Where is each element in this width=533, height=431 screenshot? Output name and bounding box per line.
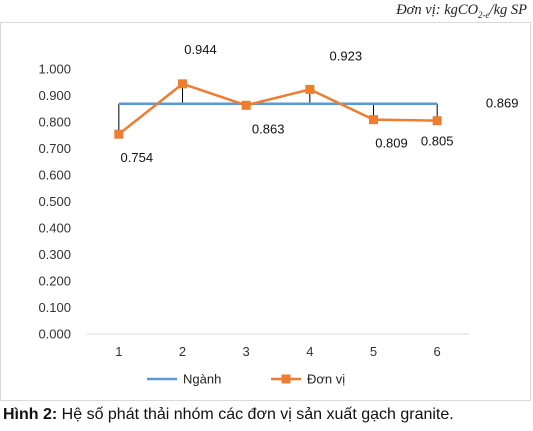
y-tick-label: 0.300 bbox=[38, 247, 71, 262]
unit-note-subscript: 2-e bbox=[478, 9, 490, 20]
caption-text: Hệ số phát thải nhóm các đơn vị sản xuất… bbox=[57, 406, 454, 423]
y-tick-label: 0.800 bbox=[38, 115, 71, 130]
figure-caption: Hình 2: Hệ số phát thải nhóm các đơn vị … bbox=[3, 406, 454, 424]
x-tick-label: 4 bbox=[306, 344, 313, 359]
unit-note-prefix: Đơn vị: kgCO bbox=[396, 2, 479, 18]
x-tick-label: 3 bbox=[243, 344, 250, 359]
data-label-don-vi: 0.809 bbox=[375, 136, 408, 151]
legend-label-nganh: Ngành bbox=[183, 372, 221, 387]
data-label-don-vi: 0.923 bbox=[330, 48, 363, 63]
data-point-don-vi bbox=[432, 116, 442, 126]
data-label-nganh: 0.869 bbox=[486, 96, 519, 111]
y-tick-label: 0.700 bbox=[38, 141, 71, 156]
series-line-don-vi bbox=[118, 82, 438, 136]
data-point-don-vi bbox=[114, 129, 124, 139]
data-label-don-vi: 0.754 bbox=[121, 150, 154, 165]
y-tick-label: 0.500 bbox=[38, 194, 71, 209]
data-label-don-vi: 0.863 bbox=[252, 121, 285, 136]
y-tick-label: 0.000 bbox=[38, 327, 71, 342]
y-tick-label: 1.000 bbox=[38, 62, 71, 77]
data-point-don-vi bbox=[305, 84, 315, 94]
legend-marker-don-vi bbox=[281, 374, 291, 384]
unit-note: Đơn vị: kgCO2-e/kg SP bbox=[396, 2, 527, 20]
y-tick-label: 0.400 bbox=[38, 221, 71, 236]
x-tick-label: 1 bbox=[115, 344, 122, 359]
x-tick-label: 2 bbox=[179, 344, 186, 359]
data-label-don-vi: 0.805 bbox=[421, 134, 454, 149]
y-tick-label: 0.200 bbox=[38, 274, 71, 289]
unit-note-suffix: /kg SP bbox=[489, 2, 527, 18]
data-label-don-vi: 0.944 bbox=[184, 42, 217, 57]
chart-svg: 0.000 0.100 0.200 0.300 0.400 0.500 0.600 0.700… bbox=[38, 42, 519, 387]
caption-label: Hình 2: bbox=[3, 406, 58, 423]
x-tick-label: 6 bbox=[434, 344, 441, 359]
data-point-don-vi bbox=[241, 100, 251, 110]
data-point-don-vi bbox=[369, 115, 378, 125]
chart-frame: 0.000 0.100 0.200 0.300 0.400 0.500 0.600 0.700… bbox=[0, 22, 531, 401]
data-point-don-vi bbox=[178, 79, 187, 89]
x-tick-label: 5 bbox=[370, 344, 377, 359]
y-tick-label: 0.600 bbox=[38, 168, 71, 183]
y-tick-label: 0.100 bbox=[38, 300, 71, 315]
y-tick-label: 0.900 bbox=[38, 88, 71, 103]
legend-label-don-vi: Đơn vị bbox=[307, 372, 345, 387]
